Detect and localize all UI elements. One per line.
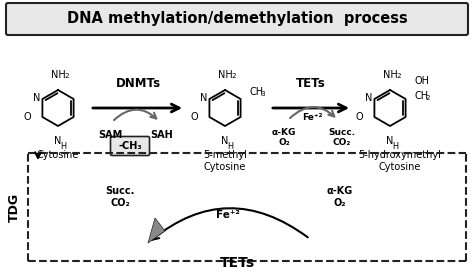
Text: O: O <box>191 112 199 122</box>
Polygon shape <box>148 218 165 243</box>
Text: DNA methylation/demethylation  process: DNA methylation/demethylation process <box>67 11 407 26</box>
Text: Succ.
CO₂: Succ. CO₂ <box>105 186 135 208</box>
Text: H: H <box>227 142 233 151</box>
Text: N: N <box>200 93 208 103</box>
Text: N: N <box>386 136 394 146</box>
Text: 5-hydroxymethyl
Cytosine: 5-hydroxymethyl Cytosine <box>358 150 441 172</box>
Text: CH: CH <box>250 87 264 97</box>
Text: 2: 2 <box>396 73 401 79</box>
Text: NH: NH <box>218 70 232 80</box>
Text: Cytosine: Cytosine <box>37 150 79 160</box>
Text: TETs: TETs <box>219 256 255 270</box>
Text: Fe⁺²: Fe⁺² <box>302 114 322 123</box>
Text: 3: 3 <box>260 91 265 97</box>
Text: H: H <box>392 142 398 151</box>
Text: 2: 2 <box>425 95 430 101</box>
Text: Fe⁺²: Fe⁺² <box>216 210 240 220</box>
Text: 5-methyl
Cytosine: 5-methyl Cytosine <box>203 150 247 172</box>
Text: O: O <box>24 112 32 122</box>
Text: N: N <box>33 93 40 103</box>
Text: NH: NH <box>383 70 397 80</box>
Text: OH: OH <box>415 76 429 86</box>
Text: Succ.
CO₂: Succ. CO₂ <box>328 128 356 147</box>
Text: CH: CH <box>415 91 428 101</box>
Text: α-KG
O₂: α-KG O₂ <box>327 186 353 208</box>
Text: O: O <box>356 112 364 122</box>
Text: N: N <box>221 136 228 146</box>
Text: N: N <box>55 136 62 146</box>
Text: 2: 2 <box>64 73 69 79</box>
Text: DNMTs: DNMTs <box>116 77 161 90</box>
Text: TDG: TDG <box>8 192 20 222</box>
Text: N: N <box>365 93 373 103</box>
Text: NH: NH <box>51 70 65 80</box>
FancyBboxPatch shape <box>6 3 468 35</box>
Text: TETs: TETs <box>296 77 326 90</box>
Text: 2: 2 <box>231 73 236 79</box>
Text: SAM: SAM <box>98 130 122 140</box>
Text: -CH₃: -CH₃ <box>118 141 142 151</box>
Text: α-KG
O₂: α-KG O₂ <box>272 128 296 147</box>
Text: H: H <box>60 142 66 151</box>
Text: SAH: SAH <box>151 130 173 140</box>
FancyBboxPatch shape <box>110 136 149 156</box>
